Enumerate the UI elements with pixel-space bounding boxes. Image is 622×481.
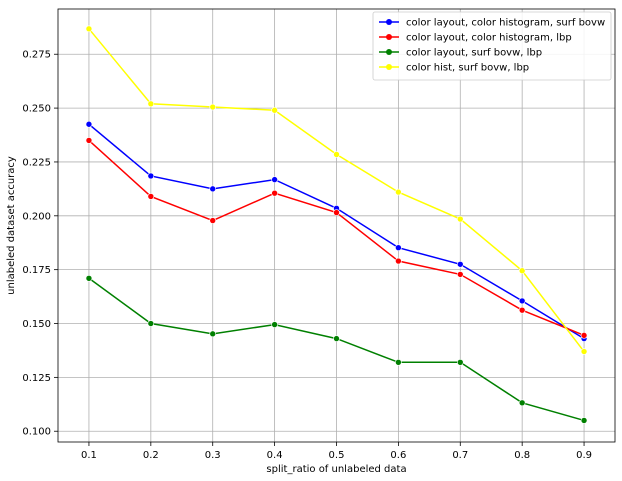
series-1 xyxy=(85,120,588,342)
series-group xyxy=(85,25,588,424)
legend-swatch-marker xyxy=(386,19,392,25)
data-point xyxy=(85,137,93,144)
data-point xyxy=(456,358,464,366)
data-point xyxy=(456,215,464,223)
data-point xyxy=(147,172,155,180)
legend-item: color layout, color histogram, lbp xyxy=(379,33,572,44)
y-tick-label: 0.225 xyxy=(22,157,51,168)
data-point xyxy=(456,271,464,278)
series-2 xyxy=(85,137,588,339)
data-point xyxy=(395,244,402,251)
data-point xyxy=(518,297,526,305)
x-tick-label: 0.7 xyxy=(452,450,468,461)
x-tick-label: 0.4 xyxy=(267,450,283,461)
legend-box xyxy=(372,11,612,81)
x-tick-label: 0.5 xyxy=(329,450,345,461)
y-axis-label: unlabeled dataset accuracy xyxy=(6,156,17,295)
y-tick-label: 0.175 xyxy=(22,265,51,276)
data-point xyxy=(580,348,588,355)
data-point xyxy=(209,185,217,193)
x-tick-label: 0.3 xyxy=(205,450,221,461)
data-point xyxy=(333,209,340,216)
data-point xyxy=(209,103,217,111)
legend-label: color layout, color histogram, lbp xyxy=(406,33,572,44)
y-tick-label: 0.100 xyxy=(22,427,51,438)
legend-swatch-marker xyxy=(386,49,392,55)
data-point xyxy=(518,306,526,314)
data-point xyxy=(147,320,155,327)
series-3 xyxy=(85,274,588,424)
legend-swatch-marker xyxy=(386,64,392,70)
x-tick-label: 0.6 xyxy=(390,450,406,461)
data-point xyxy=(395,188,402,196)
data-point xyxy=(395,257,402,265)
y-tick-label: 0.250 xyxy=(22,104,51,115)
data-point xyxy=(209,217,217,224)
data-point xyxy=(456,260,464,268)
data-point xyxy=(271,176,278,183)
data-point xyxy=(271,321,278,328)
data-point xyxy=(580,332,588,339)
data-point xyxy=(85,25,93,33)
legend-swatch-marker xyxy=(386,34,392,40)
data-point xyxy=(85,274,93,282)
x-tick-label: 0.1 xyxy=(81,450,97,461)
data-point xyxy=(518,267,526,275)
x-tick-label: 0.2 xyxy=(143,450,159,461)
legend-item: color hist, surf bovw, lbp xyxy=(379,63,529,74)
data-point xyxy=(271,106,278,114)
legend-label: color layout, color histogram, surf bovw xyxy=(406,18,605,29)
legend-label: color layout, surf bovw, lbp xyxy=(406,48,542,59)
data-point xyxy=(333,151,340,158)
legend: color layout, color histogram, surf bovw… xyxy=(372,11,612,81)
legend-item: color layout, surf bovw, lbp xyxy=(379,48,542,59)
data-point xyxy=(147,100,155,108)
data-point xyxy=(209,330,217,338)
y-tick-label: 0.200 xyxy=(22,211,51,222)
data-point xyxy=(147,193,155,200)
data-point xyxy=(271,189,278,197)
y-tick-label: 0.150 xyxy=(22,319,51,330)
x-tick-label: 0.8 xyxy=(514,450,530,461)
x-axis: 0.1 0.2 0.3 0.4 0.5 0.6 0.7 0.8 0.9 xyxy=(81,442,592,461)
x-axis-label: split_ratio of unlabeled data xyxy=(266,464,406,475)
legend-item: color layout, color histogram, surf bovw xyxy=(379,18,605,29)
y-tick-label: 0.275 xyxy=(22,50,51,61)
data-point xyxy=(395,358,402,366)
legend-label: color hist, surf bovw, lbp xyxy=(406,63,529,74)
x-tick-label: 0.9 xyxy=(576,450,592,461)
series-4 xyxy=(85,25,588,355)
data-point xyxy=(333,335,340,342)
y-axis: 0.100 0.125 0.150 0.175 0.200 0.225 0.250 0.275 xyxy=(22,50,58,438)
data-point xyxy=(518,399,526,407)
data-point xyxy=(580,417,588,424)
y-tick-label: 0.125 xyxy=(22,373,51,384)
data-point xyxy=(85,120,93,128)
